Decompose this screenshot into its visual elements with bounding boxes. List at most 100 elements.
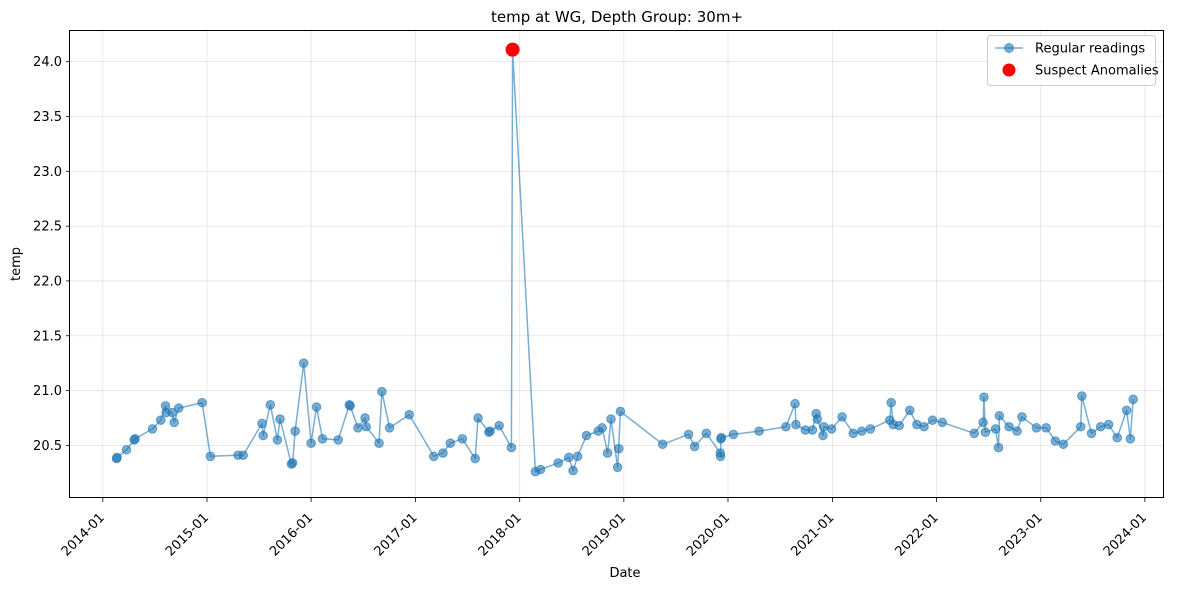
data-point-regular-reading — [1050, 436, 1061, 446]
data-point-regular-reading — [169, 417, 179, 428]
x-tick-label: 2020-01 — [684, 510, 733, 559]
data-point-regular-reading — [438, 448, 448, 458]
data-point-regular-reading — [978, 417, 988, 428]
data-point-regular-reading — [990, 424, 1001, 434]
y-tick-label: 21.0 — [33, 384, 62, 399]
data-point-regular-reading — [1128, 394, 1138, 405]
data-point-regular-reading — [818, 430, 828, 441]
y-tick-label: 21.5 — [33, 329, 62, 344]
data-point-regular-reading — [1058, 439, 1069, 450]
data-point-regular-reading — [272, 435, 283, 445]
data-point-regular-reading — [581, 430, 592, 441]
legend-box — [987, 35, 1156, 86]
data-point-regular-reading — [290, 426, 300, 436]
data-point-regular-reading — [155, 415, 166, 425]
data-point-regular-reading — [865, 424, 876, 434]
data-point-regular-reading — [429, 451, 439, 462]
data-point-regular-reading — [257, 418, 267, 429]
data-point-regular-reading — [535, 464, 546, 475]
data-point-regular-reading — [1004, 421, 1014, 432]
data-point-regular-reading — [377, 386, 387, 397]
data-point-regular-reading — [848, 428, 859, 439]
data-point-regular-reading — [716, 432, 727, 443]
data-point-regular-reading — [615, 406, 626, 417]
y-tick-label: 24.0 — [33, 55, 62, 70]
data-point-regular-reading — [1103, 419, 1114, 430]
data-point-regular-reading — [781, 421, 791, 432]
grid-lines — [70, 31, 1164, 498]
data-point-regular-reading — [1012, 426, 1022, 436]
legend-marker-regular — [1004, 43, 1014, 53]
data-point-regular-reading — [837, 412, 847, 422]
data-point-regular-reading — [1041, 423, 1051, 433]
data-point-regular-reading — [904, 405, 915, 416]
y-axis: 20.5 21.0 21.5 22.0 22.5 23.0 23.5 24.0 — [33, 55, 70, 454]
y-tick-label: 23.0 — [33, 165, 62, 180]
data-point-regular-reading — [1017, 412, 1027, 422]
data-point-regular-reading — [287, 458, 298, 468]
data-point-regular-reading — [894, 420, 905, 431]
data-point-regular-reading — [275, 414, 285, 424]
data-point-regular-reading — [306, 438, 316, 448]
data-point-regular-reading — [506, 442, 517, 453]
data-point-regular-reading — [173, 403, 184, 413]
x-axis: 2014-01 2015-01 2016-01 2017-01 2018-01 2019-… — [59, 498, 1150, 559]
data-point-regular-reading — [563, 452, 574, 463]
data-point-regular-reading — [470, 453, 480, 464]
data-point-regular-reading — [857, 426, 867, 436]
data-point-regular-reading — [980, 427, 991, 438]
y-axis-title: temp — [9, 247, 24, 281]
y-tick-label: 22.0 — [33, 274, 62, 289]
data-point-regular-reading — [333, 435, 344, 445]
data-point-regular-reading — [485, 426, 495, 436]
data-point-regular-reading — [361, 421, 371, 432]
data-point-regular-reading — [927, 415, 938, 425]
data-point-regular-reading — [353, 423, 363, 433]
data-point-regular-reading — [683, 429, 694, 440]
data-point-regular-reading — [1095, 421, 1106, 432]
y-tick-label: 23.5 — [33, 110, 62, 125]
x-tick-label: 2016-01 — [267, 510, 316, 559]
legend-label-regular: Regular readings — [1035, 42, 1145, 57]
data-point-regular-reading — [754, 426, 764, 436]
plot-area-border — [69, 30, 1164, 498]
data-point-regular-reading — [265, 400, 276, 410]
data-point-regular-reading — [1031, 423, 1042, 433]
data-point-regular-reading — [969, 428, 980, 439]
data-point-regular-reading — [130, 434, 140, 444]
data-point-regular-reading — [807, 425, 818, 435]
data-point-regular-reading — [568, 465, 578, 476]
series-layer — [111, 42, 1138, 477]
data-point-regular-reading — [701, 428, 712, 439]
data-point-regular-reading — [258, 430, 268, 441]
data-point-regular-reading — [298, 358, 309, 368]
data-point-regular-reading — [602, 448, 613, 458]
x-tick-label: 2021-01 — [788, 510, 837, 559]
y-tick-label: 22.5 — [33, 220, 62, 235]
data-point-regular-reading — [1086, 428, 1097, 439]
data-point-regular-reading — [445, 438, 456, 448]
data-point-regular-reading — [205, 451, 216, 462]
data-point-regular-reading — [715, 451, 726, 462]
data-point-regular-reading — [473, 413, 483, 423]
data-point-regular-reading — [238, 450, 249, 461]
data-point-regular-reading — [121, 444, 132, 455]
data-point-regular-reading — [1077, 391, 1087, 401]
data-point-regular-reading — [494, 420, 504, 431]
legend-marker-anomaly — [1002, 63, 1016, 77]
data-point-regular-reading — [360, 413, 370, 423]
data-point-regular-reading — [457, 434, 468, 444]
data-point-regular-reading — [311, 402, 322, 412]
data-point-regular-reading — [606, 414, 616, 424]
x-tick-label: 2024-01 — [1101, 510, 1150, 559]
legend-label-anomaly: Suspect Anomalies — [1035, 64, 1159, 79]
data-point-regular-reading — [1121, 405, 1132, 416]
y-tick-label: 20.5 — [33, 439, 62, 454]
data-point-regular-reading — [728, 429, 739, 440]
chart-title: temp at WG, Depth Group: 30m+ — [491, 8, 743, 26]
data-point-regular-reading — [384, 423, 395, 433]
data-point-regular-reading — [345, 401, 356, 411]
data-point-regular-reading — [1125, 434, 1136, 444]
x-tick-label: 2018-01 — [476, 510, 525, 559]
data-point-regular-reading — [374, 438, 384, 448]
